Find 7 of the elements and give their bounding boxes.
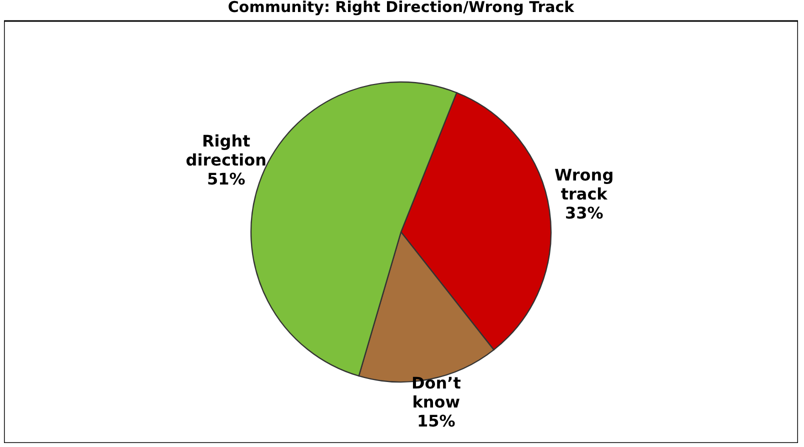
data-label: 51% <box>206 170 246 189</box>
data-label: 15% <box>417 412 456 431</box>
slice-label: Right direction <box>186 132 266 170</box>
data-label: 33% <box>564 204 604 223</box>
slice-label: Wrong track <box>554 166 614 204</box>
slice-label: Don’t know <box>411 374 462 412</box>
chart-title: Community: Right Direction/Wrong Track <box>228 0 576 16</box>
